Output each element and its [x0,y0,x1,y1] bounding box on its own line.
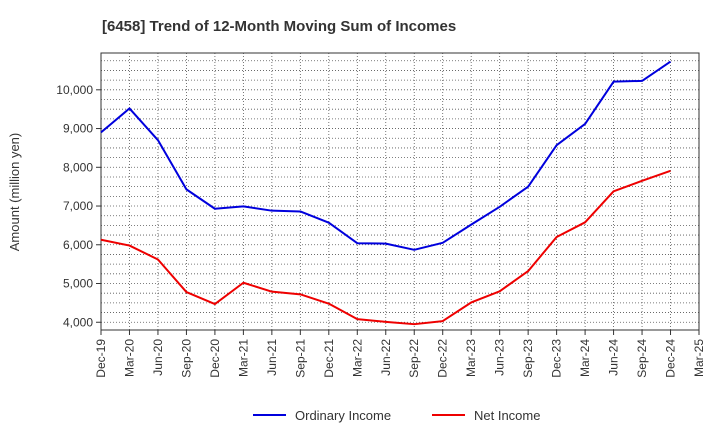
legend-label-net-income: Net Income [474,408,540,423]
legend: Ordinary Income Net Income [253,408,540,423]
x-tick-label: Sep-22 [407,339,421,378]
series-line-net-income [100,169,671,326]
x-tick-label: Mar-20 [122,339,136,377]
y-axis: 4,000 5,000 6,000 7,000 8,000 9,000 10,000 [56,83,101,329]
x-tick-label: Jun-23 [493,339,507,376]
x-tick-label: Dec-20 [208,339,222,378]
x-axis: Dec-19 Mar-20 Jun-20 Sep-20 Dec-20 Mar-21 Jun-… [94,330,706,378]
x-tick-label: Jun-24 [607,339,621,376]
y-tick-label: 6,000 [63,238,93,252]
x-tick-label: Sep-21 [293,339,307,378]
y-axis-label: Amount (million yen) [7,133,22,252]
y-tick-label: 10,000 [56,83,93,97]
x-tick-label: Mar-22 [350,339,364,377]
grid [100,53,700,330]
y-tick-label: 9,000 [63,122,93,136]
x-tick-label: Dec-24 [664,339,678,378]
series-line-ordinary-income [100,60,672,251]
x-tick-label: Jun-21 [265,339,279,376]
x-tick-label: Sep-23 [521,339,535,378]
legend-label-ordinary-income: Ordinary Income [295,408,391,423]
x-tick-label: Dec-21 [322,339,336,378]
plot-frame [100,52,700,331]
y-tick-label: 4,000 [63,315,93,329]
x-tick-label: Sep-24 [635,339,649,378]
series-group [100,60,672,326]
y-tick-label: 7,000 [63,199,93,213]
x-tick-label: Mar-21 [236,339,250,377]
chart-title: [6458] Trend of 12-Month Moving Sum of I… [102,18,456,35]
x-tick-label: Sep-20 [179,339,193,378]
x-tick-label: Dec-19 [94,339,108,378]
x-tick-label: Dec-22 [436,339,450,378]
x-tick-label: Mar-25 [692,339,706,377]
x-tick-label: Mar-24 [578,339,592,377]
y-tick-label: 8,000 [63,160,93,174]
x-tick-label: Mar-23 [464,339,478,377]
x-tick-label: Jun-20 [151,339,165,376]
x-tick-label: Jun-22 [379,339,393,376]
y-tick-label: 5,000 [63,277,93,291]
x-tick-label: Dec-23 [550,339,564,378]
